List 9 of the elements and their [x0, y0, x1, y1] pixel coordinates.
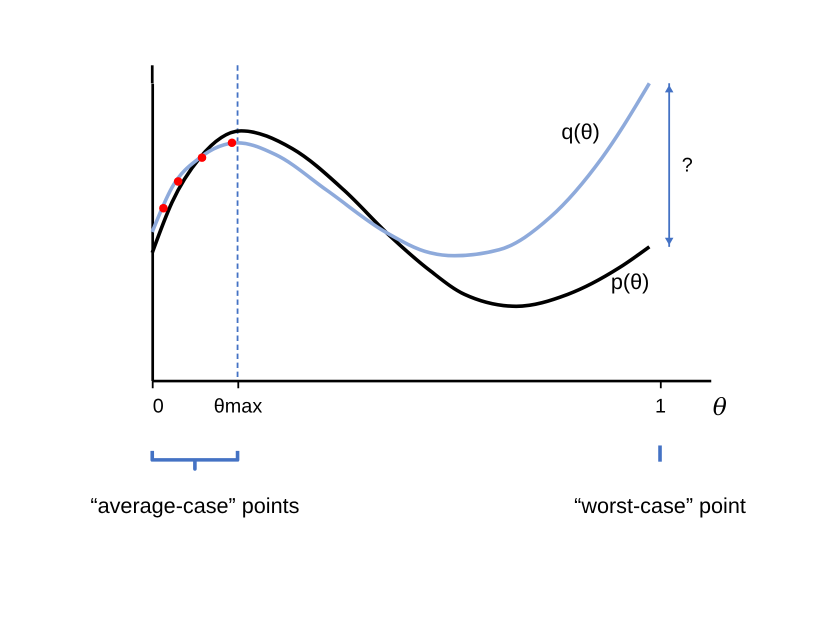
text: “worst-case” point	[574, 493, 746, 518]
x-tick-label: 0	[152, 396, 164, 418]
series-label: p(θ)	[610, 269, 650, 294]
text: “average-case” points	[90, 493, 300, 518]
x-axis-title: θ	[712, 392, 727, 421]
x-tick-label: θmax	[214, 396, 262, 418]
series-label: q(θ)	[561, 119, 600, 144]
x-tick-label: 1	[654, 396, 666, 418]
annotation: ?	[682, 154, 693, 176]
